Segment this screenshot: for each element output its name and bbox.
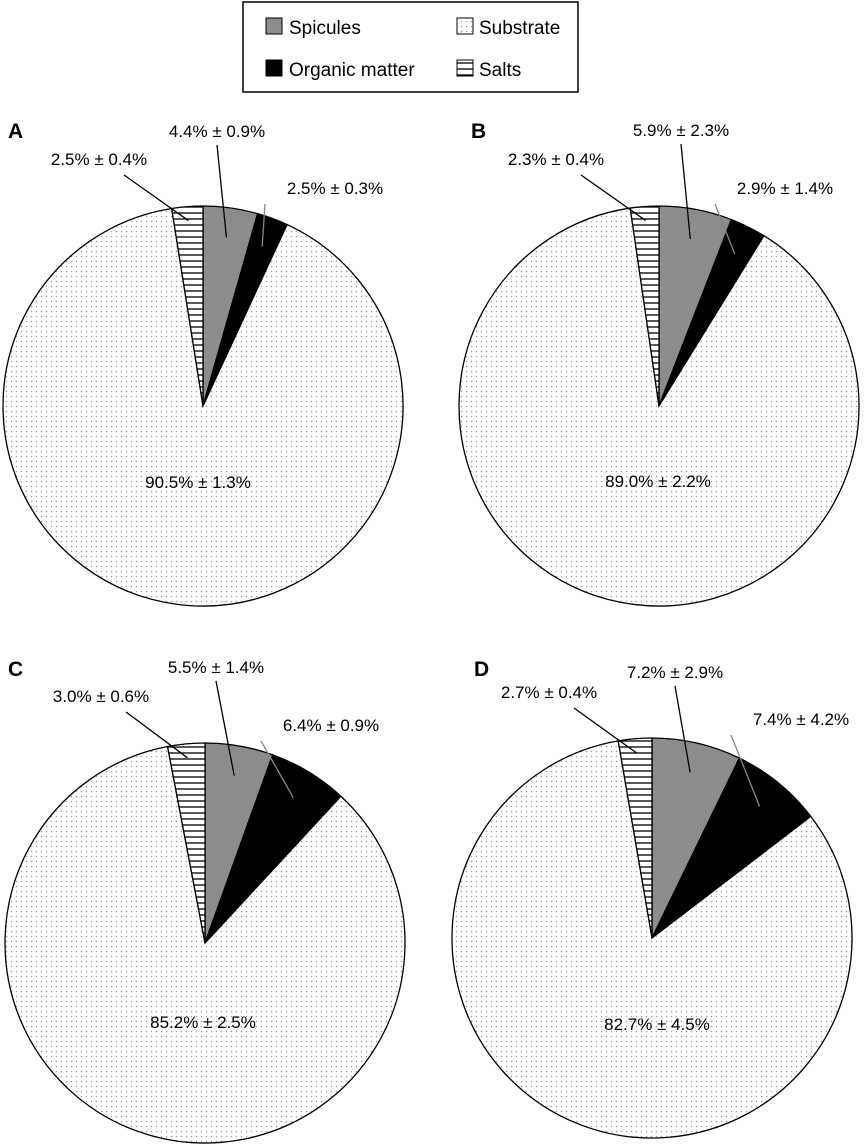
pie-slice-substrate xyxy=(4,745,406,1144)
panel-letter: D xyxy=(474,658,489,681)
panel-letter: C xyxy=(8,658,23,681)
data-label-substrate: 90.5% ± 1.3% xyxy=(145,473,251,492)
data-label-spicules: 4.4% ± 0.9% xyxy=(169,122,265,141)
pie-slice-substrate xyxy=(2,207,404,607)
legend-label-spicules: Spicules xyxy=(289,18,361,39)
pie-panel-b: B 5.9% ± 2.3% 2.9% ± 1.4% 89.0% ± 2.2% 2.3% … xyxy=(458,120,860,607)
legend-swatch-salts xyxy=(456,59,474,77)
data-label-salts: 2.7% ± 0.4% xyxy=(501,683,597,702)
pie-slice-substrate xyxy=(458,207,860,607)
leader-line-salts xyxy=(580,174,646,222)
leader-line-organic xyxy=(261,203,266,247)
data-label-salts: 3.0% ± 0.6% xyxy=(53,687,149,706)
legend-label-substrate: Substrate xyxy=(479,18,560,39)
leader-line-spicules xyxy=(674,685,691,773)
pie-slice-salts xyxy=(629,205,660,407)
pie-panel-c: C 5.5% ± 1.4% 6.4% ± 0.9% 85.2% ± 2.5% 3.0% … xyxy=(4,658,406,1144)
pie-slice-salts xyxy=(166,742,206,944)
data-label-spicules: 7.2% ± 2.9% xyxy=(627,663,723,682)
legend: Spicules Substrate Organic matter Salts xyxy=(242,1,579,93)
leader-line-organic xyxy=(260,740,294,799)
data-label-substrate: 89.0% ± 2.2% xyxy=(605,472,711,491)
data-label-organic: 7.4% ± 4.2% xyxy=(753,710,849,729)
legend-swatch-organic xyxy=(265,59,283,77)
legend-swatch-substrate xyxy=(456,17,474,35)
data-label-organic: 2.5% ± 0.3% xyxy=(287,179,383,198)
leader-line-organic xyxy=(730,734,761,807)
pie-panel-d: D 7.2% ± 2.9% 7.4% ± 4.2% 82.7% ± 4.5% 2.7% … xyxy=(451,658,853,1139)
leader-line-organic xyxy=(714,203,736,255)
pie-slice-substrate xyxy=(451,740,853,1139)
leader-line-salts xyxy=(573,707,637,754)
data-label-spicules: 5.9% ± 2.3% xyxy=(633,121,729,140)
legend-label-salts: Salts xyxy=(479,60,521,81)
data-label-substrate: 82.7% ± 4.5% xyxy=(604,1015,710,1034)
pie-panel-a: A 4.4% ± 0.9% 2.5% ± 0.3% 90.5% ± 1.3% 2.5% … xyxy=(2,120,404,607)
panel-letter: B xyxy=(471,120,486,143)
data-label-spicules: 5.5% ± 1.4% xyxy=(168,658,264,677)
pie-slice-salts xyxy=(617,737,653,939)
panel-letter: A xyxy=(8,120,23,143)
leader-line-spicules xyxy=(216,144,228,238)
data-label-salts: 2.3% ± 0.4% xyxy=(508,150,604,169)
data-label-substrate: 85.2% ± 2.5% xyxy=(150,1013,256,1032)
legend-label-organic: Organic matter xyxy=(289,60,415,81)
leader-line-spicules xyxy=(680,143,691,239)
data-label-organic: 6.4% ± 0.9% xyxy=(283,716,379,735)
legend-frame xyxy=(242,1,579,93)
data-label-organic: 2.9% ± 1.4% xyxy=(737,179,833,198)
leader-line-salts xyxy=(123,174,189,222)
leader-line-spicules xyxy=(215,680,235,776)
leader-line-salts xyxy=(125,711,188,759)
data-label-salts: 2.5% ± 0.4% xyxy=(51,150,147,169)
legend-swatch-spicules xyxy=(265,17,283,35)
